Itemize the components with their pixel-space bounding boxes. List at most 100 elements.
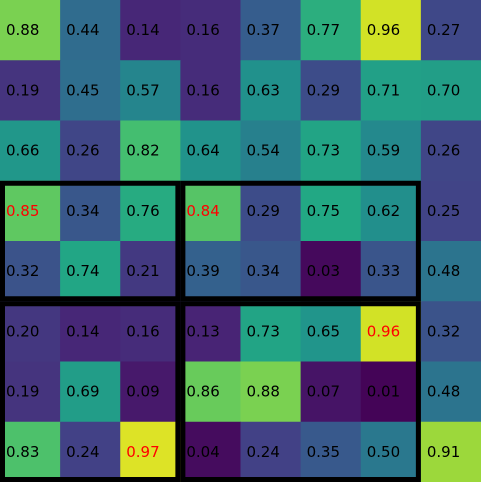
heatmap-cell — [180, 361, 241, 423]
cell-value-label: 0.44 — [66, 21, 99, 39]
cell-value-label: 0.45 — [66, 81, 99, 99]
cell-value-label: 0.86 — [186, 383, 219, 401]
heatmap-cell — [360, 120, 422, 182]
cell-value-label: 0.73 — [247, 322, 280, 340]
cell-value-label: 0.66 — [6, 142, 39, 160]
heatmap-cell — [240, 361, 302, 423]
region-borders — [0, 180, 421, 482]
cell-value-label: 0.14 — [66, 322, 99, 340]
cell-value-label: 0.09 — [126, 383, 159, 401]
cell-value-label: 0.34 — [66, 202, 99, 220]
heatmap-cell — [60, 421, 121, 482]
heatmap-cell — [0, 301, 61, 362]
heatmap-cell — [360, 421, 422, 482]
heatmap-cell — [180, 0, 241, 61]
heatmap-cell — [60, 60, 121, 121]
heatmap-cell — [420, 241, 481, 302]
heatmap-cell — [0, 0, 61, 61]
cell-value-label: 0.96 — [367, 21, 400, 39]
cell-value-label: 0.82 — [126, 142, 159, 160]
heatmap-cell — [360, 361, 422, 423]
heatmap-cell — [360, 180, 422, 242]
heatmap-cell — [0, 361, 61, 423]
cell-value-label: 0.26 — [66, 142, 99, 160]
heatmap-cell — [360, 301, 422, 362]
cell-value-label: 0.63 — [247, 81, 280, 99]
heatmap-cell — [60, 0, 121, 61]
heatmap-cell — [120, 421, 181, 482]
cell-value-label: 0.16 — [126, 322, 159, 340]
heatmap-cell — [240, 421, 302, 482]
heatmap-cell — [60, 361, 121, 423]
cell-value-label: 0.50 — [367, 443, 400, 461]
cell-value-label: 0.74 — [66, 262, 99, 280]
cell-value-label: 0.57 — [126, 81, 159, 99]
cell-value-label: 0.91 — [427, 443, 460, 461]
cell-value-label: 0.32 — [6, 262, 39, 280]
heatmap-cell — [120, 180, 181, 242]
cell-value-label: 0.76 — [126, 202, 159, 220]
cell-value-label: 0.88 — [6, 21, 39, 39]
heatmap-cell — [240, 241, 302, 302]
cell-value-label: 0.75 — [307, 202, 340, 220]
heatmap-cell — [240, 301, 302, 362]
cell-value-label: 0.73 — [307, 142, 340, 160]
heatmap-cell — [300, 120, 362, 182]
cell-value-label: 0.20 — [6, 322, 39, 340]
heatmap-cell — [0, 241, 61, 302]
cell-value-label: 0.03 — [307, 262, 340, 280]
heatmap-cell — [360, 0, 422, 61]
cell-value-label: 0.25 — [427, 202, 460, 220]
heatmap-labels: 0.88 0.44 0.14 0.16 0.37 0.77 0.96 0.27 0.19 0.45… — [6, 21, 460, 461]
cell-value-label: 0.19 — [6, 383, 39, 401]
cell-value-label: 0.70 — [427, 81, 460, 99]
region-border — [0, 180, 181, 302]
cell-value-label: 0.77 — [307, 21, 340, 39]
heatmap-cell — [60, 180, 121, 242]
heatmap-cell — [60, 241, 121, 302]
cell-value-label: 0.48 — [427, 262, 460, 280]
heatmap-cell — [0, 180, 61, 242]
heatmap-cell — [180, 241, 241, 302]
heatmap-cell — [120, 301, 181, 362]
heatmap-cell — [420, 120, 481, 182]
cell-value-label: 0.59 — [367, 142, 400, 160]
heatmap-cell — [300, 421, 362, 482]
heatmap-cell — [120, 0, 181, 61]
heatmap-cell — [240, 0, 302, 61]
cell-value-label: 0.37 — [247, 21, 280, 39]
cell-value-label: 0.29 — [247, 202, 280, 220]
heatmap-cell — [120, 60, 181, 121]
cell-value-label: 0.54 — [247, 142, 280, 160]
heatmap-cell — [240, 120, 302, 182]
heatmap-cell — [0, 421, 61, 482]
heatmap-cell — [300, 180, 362, 242]
cell-value-label: 0.65 — [307, 322, 340, 340]
region-border — [180, 301, 421, 482]
cell-value-label: 0.16 — [186, 81, 219, 99]
heatmap-cell — [120, 361, 181, 423]
heatmap-cell — [180, 421, 241, 482]
cell-value-label: 0.97 — [126, 443, 159, 461]
heatmap-cell — [420, 60, 481, 121]
cell-value-label: 0.96 — [367, 322, 400, 340]
region-border — [0, 301, 181, 482]
heatmap-cell — [240, 60, 302, 121]
cell-value-label: 0.39 — [186, 262, 219, 280]
heatmap-cell — [120, 241, 181, 302]
heatmap-cell — [300, 241, 362, 302]
cell-value-label: 0.01 — [367, 383, 400, 401]
heatmap-cell — [360, 241, 422, 302]
cell-value-label: 0.21 — [126, 262, 159, 280]
heatmap-cell — [420, 361, 481, 423]
heatmap-cell — [420, 301, 481, 362]
heatmap-cell — [300, 301, 362, 362]
heatmap-cell — [0, 120, 61, 182]
cell-value-label: 0.62 — [367, 202, 400, 220]
cell-value-label: 0.24 — [66, 443, 99, 461]
cell-value-label: 0.24 — [247, 443, 280, 461]
cell-value-label: 0.13 — [186, 322, 219, 340]
cell-value-label: 0.88 — [247, 383, 280, 401]
heatmap-cell — [180, 180, 241, 242]
